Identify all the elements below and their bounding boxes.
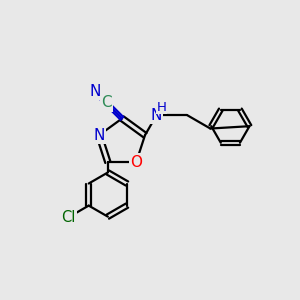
Text: H: H — [157, 100, 167, 113]
Text: Cl: Cl — [61, 210, 76, 225]
Text: C: C — [101, 95, 112, 110]
Text: N: N — [151, 108, 162, 123]
Text: O: O — [130, 155, 142, 170]
Text: N: N — [93, 128, 105, 143]
Text: N: N — [89, 84, 100, 99]
